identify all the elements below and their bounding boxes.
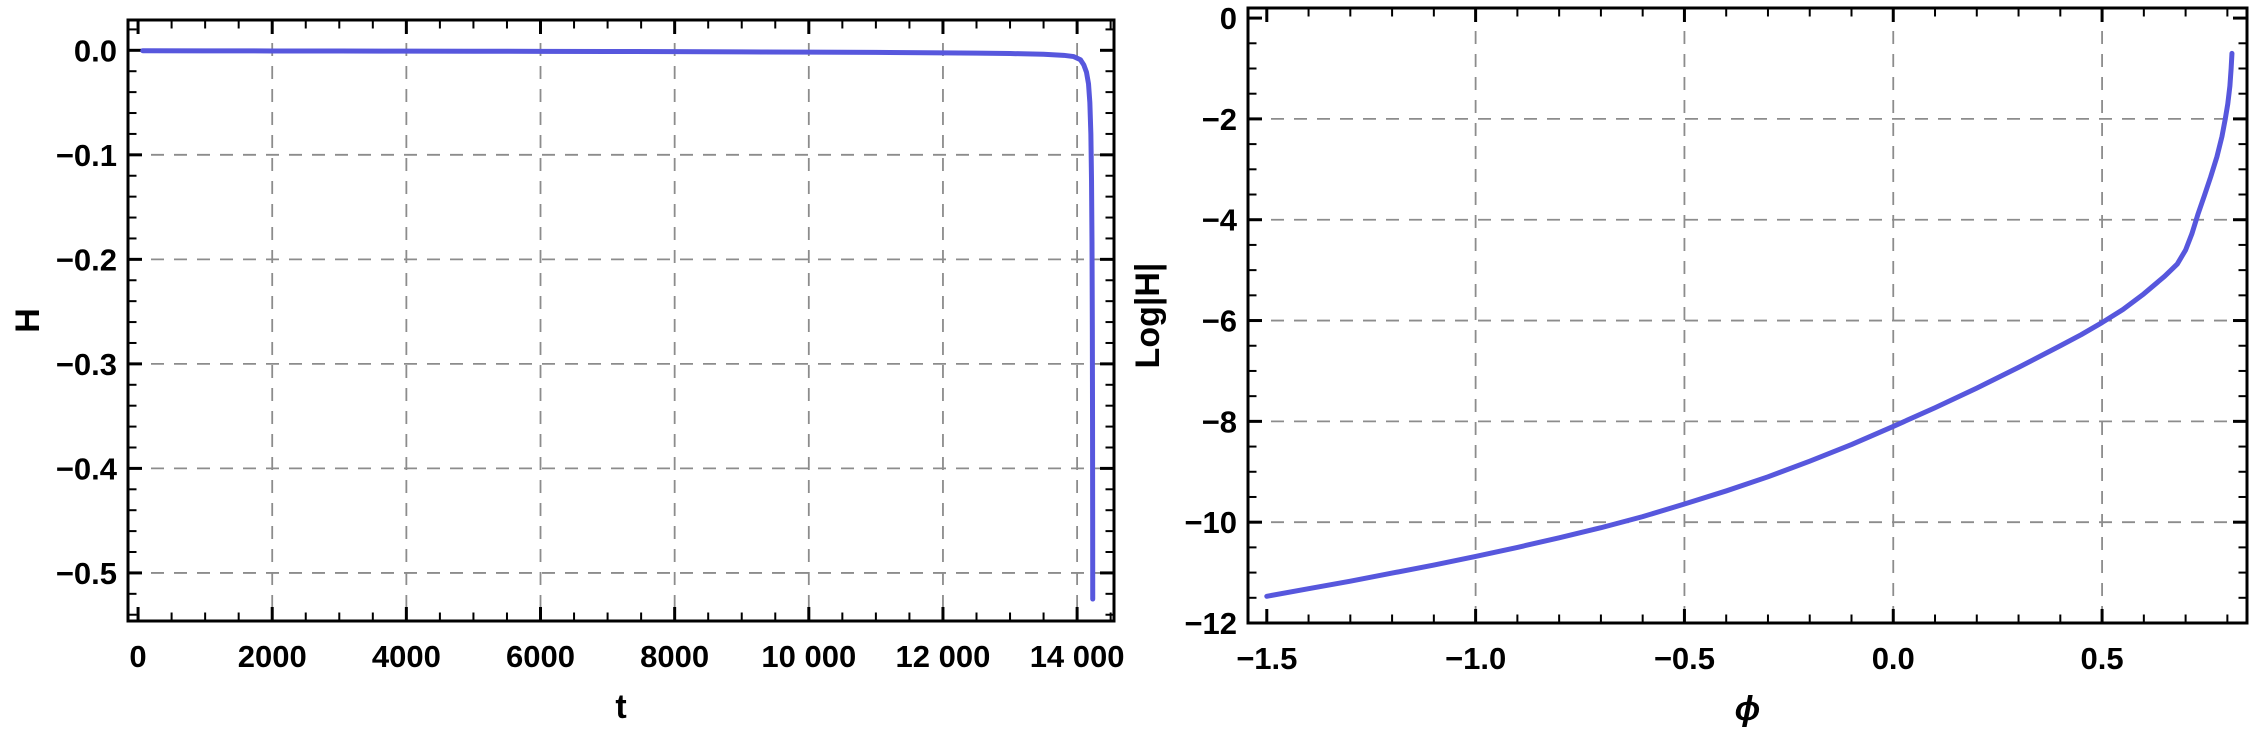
logh-vs-phi-gridlines <box>1248 8 2247 623</box>
x-tick-label: −1.5 <box>1236 641 1297 676</box>
x-tick-label: 2000 <box>238 639 307 674</box>
y-tick-label: −2 <box>1202 102 1237 137</box>
x-tick-label: 0.5 <box>2081 641 2124 676</box>
h-vs-t-x-axis-label: t <box>615 688 626 726</box>
h-vs-t-y-axis-label: H <box>9 308 47 333</box>
logh-vs-phi-curve <box>1264 50 2235 599</box>
logh-vs-phi-x-axis-label: ϕ <box>1735 690 1761 728</box>
x-tick-label: −0.5 <box>1654 641 1715 676</box>
x-tick-label: 8000 <box>640 639 709 674</box>
h-vs-t-curve <box>140 48 1096 602</box>
x-tick-label: 14 000 <box>1030 639 1125 674</box>
x-tick-label: 4000 <box>372 639 441 674</box>
y-tick-label: −6 <box>1202 304 1237 339</box>
y-tick-label: −8 <box>1202 404 1237 439</box>
y-tick-label: −10 <box>1184 505 1237 540</box>
y-tick-label: −0.3 <box>56 347 117 382</box>
logh-vs-phi-plot: −1.5 −1.0 −0.5 0.0 0.5 0 −2 −4 −6 −8 −10 −12 ϕ Log|H| <box>1129 1 2249 728</box>
y-tick-label: −0.1 <box>56 138 117 173</box>
x-tick-label: −1.0 <box>1445 641 1506 676</box>
y-tick-label: −12 <box>1184 606 1237 641</box>
y-tick-label: 0 <box>1220 1 1237 36</box>
x-tick-label: 12 000 <box>896 639 991 674</box>
y-tick-label: 0.0 <box>74 33 117 68</box>
y-tick-label: −0.2 <box>56 242 117 277</box>
x-tick-label: 0.0 <box>1872 641 1915 676</box>
x-tick-label: 0 <box>129 639 146 674</box>
logh-vs-phi-frame <box>1246 6 2249 625</box>
y-tick-label: −0.5 <box>56 556 117 591</box>
h-vs-t-frame <box>126 18 1116 623</box>
logh-vs-phi-y-axis-label: Log|H| <box>1129 263 1167 369</box>
h-vs-t-plot: 0 2000 4000 6000 8000 10 000 12 000 14 000 0.0 −0… <box>9 18 1125 726</box>
x-tick-label: 10 000 <box>761 639 856 674</box>
x-tick-label: 6000 <box>506 639 575 674</box>
y-tick-label: −4 <box>1202 203 1238 238</box>
h-vs-t-gridlines <box>128 20 1114 621</box>
y-tick-label: −0.4 <box>56 451 118 486</box>
